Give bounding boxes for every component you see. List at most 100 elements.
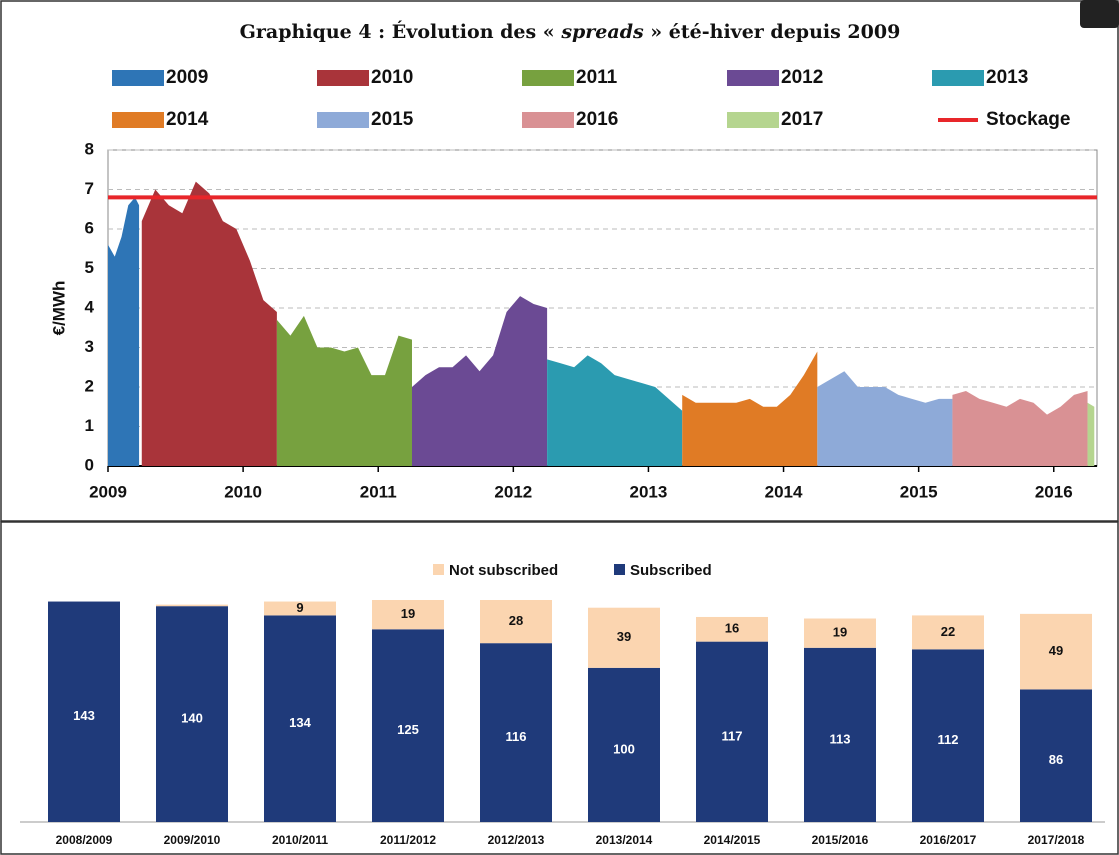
bar-segment: [264, 615, 336, 822]
y-tick-label: 5: [85, 258, 94, 277]
bar-segment: [156, 606, 228, 822]
bar-segment: [912, 615, 984, 650]
value-label: 134: [289, 715, 311, 730]
x-tick-label: 2011: [360, 482, 397, 501]
y-tick-label: 6: [85, 218, 94, 237]
x-tick-label: 2013: [630, 482, 668, 501]
bar-segment: [804, 647, 876, 822]
x-tick-label: 2010: [224, 482, 262, 501]
x-tick-label: 2012/2013: [488, 833, 545, 847]
bar-segment: [696, 641, 768, 822]
legend-label: 2013: [986, 67, 1028, 88]
value-label: 112: [938, 732, 959, 747]
legend-label: 2015: [371, 109, 414, 130]
y-tick-label: 3: [85, 337, 94, 356]
legend-swatch: [932, 70, 984, 86]
value-label: 125: [397, 722, 419, 737]
y-tick-label: 0: [85, 455, 94, 474]
corner-tab: [1080, 0, 1119, 28]
legend-label: Subscribed: [630, 562, 712, 579]
area: [547, 355, 683, 466]
y-tick-label: 7: [85, 179, 94, 198]
x-tick-label: 2017/2018: [1028, 833, 1085, 847]
legend-label: 2009: [166, 67, 208, 88]
bar-segment: [372, 629, 444, 822]
legend-swatch: [317, 112, 369, 128]
bar-segment: [372, 600, 444, 630]
value-label: 28: [509, 613, 523, 628]
legend-swatch: [522, 112, 574, 128]
bar-segment: [480, 600, 552, 644]
area: [1087, 402, 1095, 466]
legend-label: 2017: [781, 109, 823, 130]
value-label: 16: [725, 621, 739, 636]
legend-label: 2010: [371, 67, 413, 88]
value-label: 86: [1049, 752, 1063, 767]
title-part: » été-hiver depuis 2009: [644, 21, 901, 43]
x-tick-label: 2011/2012: [380, 833, 436, 847]
x-tick-label: 2010/2011: [272, 833, 328, 847]
legend-swatch: [614, 564, 625, 575]
legend-swatch: [522, 70, 574, 86]
x-tick-label: 2015: [900, 482, 938, 501]
legend-label: 2012: [781, 67, 823, 88]
legend-label: 2014: [166, 109, 209, 130]
x-tick-label: 2016/2017: [920, 833, 977, 847]
legend-swatch: [433, 564, 444, 575]
legend-swatch: [112, 70, 164, 86]
value-label: 39: [617, 629, 631, 644]
bar-segment: [1020, 689, 1092, 822]
bar-segment: [480, 643, 552, 822]
title-part: spreads: [560, 21, 644, 43]
x-tick-label: 2014/2015: [704, 833, 761, 847]
y-tick-label: 4: [85, 297, 95, 316]
bar-segment: [912, 649, 984, 822]
top-panel: [0, 0, 1119, 522]
area: [141, 181, 277, 466]
value-label: 100: [613, 741, 635, 756]
legend-swatch: [112, 112, 164, 128]
y-tick-label: 2: [85, 376, 94, 395]
bar-segment: [696, 616, 768, 642]
value-label: 22: [941, 624, 955, 639]
area: [817, 371, 953, 466]
legend-label: 2016: [576, 109, 618, 130]
x-tick-label: 2015/2016: [812, 833, 869, 847]
x-tick-label: 2009: [89, 482, 127, 501]
legend-swatch: [727, 112, 779, 128]
x-tick-label: 2009/2010: [164, 833, 221, 847]
legend-label: 2011: [576, 67, 618, 88]
y-tick-label: 8: [85, 139, 94, 158]
area: [682, 351, 818, 466]
bar-segment: [264, 601, 336, 616]
x-tick-label: 2008/2009: [56, 833, 113, 847]
bar-segment: [156, 604, 228, 607]
bar-segment: [588, 667, 660, 822]
value-label: 9: [296, 600, 303, 615]
chart-title: Graphique 4 : Évolution des « spreads » …: [240, 20, 901, 43]
title-part: Graphique 4 : Évolution des «: [240, 20, 562, 43]
area: [411, 296, 548, 466]
legend-swatch: [317, 70, 369, 86]
legend-label: Stockage: [986, 109, 1070, 130]
x-tick-label: 2016: [1035, 482, 1073, 501]
x-tick-label: 2012: [494, 482, 532, 501]
bar-segment: [48, 601, 120, 822]
value-label: 19: [401, 606, 415, 621]
x-tick-label: 2013/2014: [596, 833, 653, 847]
y-tick-label: 1: [85, 416, 94, 435]
value-label: 140: [181, 711, 203, 726]
value-label: 19: [833, 625, 847, 640]
value-label: 116: [506, 729, 527, 744]
value-label: 117: [722, 728, 743, 743]
value-label: 49: [1049, 643, 1063, 658]
legend-swatch: [727, 70, 779, 86]
x-tick-label: 2014: [765, 482, 803, 501]
value-label: 113: [830, 731, 851, 746]
area: [276, 315, 412, 466]
area: [952, 390, 1088, 466]
bar-segment: [1020, 613, 1092, 690]
bottom-panel: [0, 521, 1119, 855]
bar-segment: [804, 618, 876, 648]
